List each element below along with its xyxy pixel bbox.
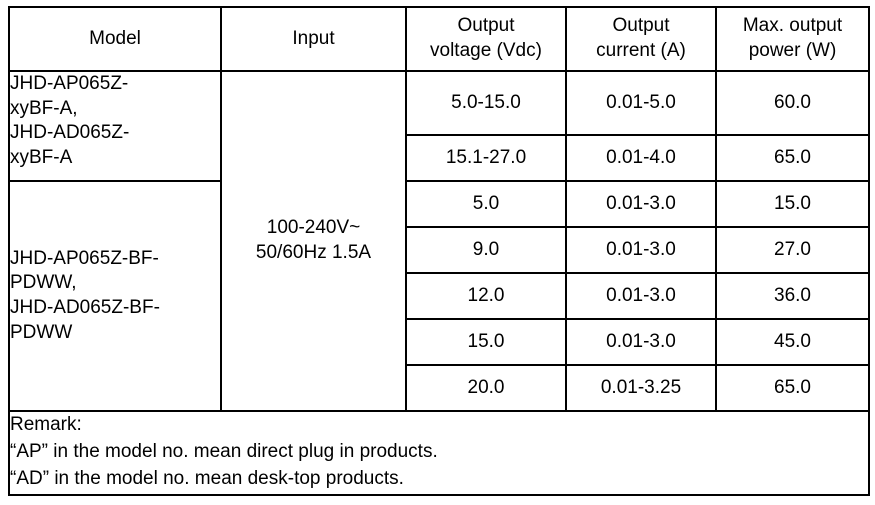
remark-row: Remark: “AP” in the model no. mean direc…	[8, 410, 870, 496]
output-voltage-cell: 15.0	[405, 318, 567, 366]
output-voltage-cell: 9.0	[405, 226, 567, 274]
remark-note-ad: “AD” in the model no. mean desk-top prod…	[10, 467, 404, 489]
output-current-cell: 0.01-3.0	[565, 272, 717, 320]
max-output-power-cell: 15.0	[715, 180, 870, 228]
max-output-power-cell: 60.0	[715, 70, 870, 136]
max-output-power-cell: 65.0	[715, 364, 870, 412]
table-row: 12.0 0.01-3.0 36.0	[9, 272, 870, 320]
model-group-2-line-2: PDWW,	[10, 272, 77, 294]
table-header: Model Input Output voltage (Vdc) Output …	[8, 6, 870, 72]
model-group-2-line-4: PDWW	[10, 321, 73, 343]
specification-table: Model Input Output voltage (Vdc) Output …	[8, 6, 870, 496]
output-current-cell: 0.01-3.25	[565, 364, 717, 412]
model-group-1-line-4: xyBF-A	[10, 147, 73, 169]
table-row: 9.0 0.01-3.0 27.0	[9, 226, 870, 274]
max-output-power-cell: 45.0	[715, 318, 870, 366]
column-header-output-voltage: Output voltage (Vdc)	[405, 6, 567, 72]
output-voltage-cell: 5.0-15.0	[405, 70, 567, 136]
table-row: JHD-AP065Z-BF- PDWW, JHD-AD065Z-BF- PDWW…	[8, 180, 870, 412]
output-current-cell: 0.01-3.0	[565, 318, 717, 366]
table-row: 20.0 0.01-3.25 65.0	[9, 364, 870, 412]
column-header-max-output-power-line-2: power (W)	[748, 40, 837, 61]
output-current-cell: 0.01-3.0	[565, 180, 717, 228]
max-output-power-cell: 36.0	[715, 272, 870, 320]
output-voltage-cell: 12.0	[405, 272, 567, 320]
model-group-1-line-1: JHD-AP065Z-	[10, 73, 129, 94]
column-header-output-current-line-1: Output	[612, 15, 670, 37]
input-rating-line-2: 50/60Hz 1.5A	[255, 242, 372, 263]
input-rating-cell: 100-240V~ 50/60Hz 1.5A	[220, 70, 407, 412]
model-group-cell-1: JHD-AP065Z- xyBF-A, JHD-AD065Z- xyBF-A	[8, 70, 222, 182]
model-group-cell-2: JHD-AP065Z-BF- PDWW, JHD-AD065Z-BF- PDWW	[8, 180, 222, 412]
output-current-cell: 0.01-5.0	[565, 70, 717, 136]
output-voltage-cell: 5.0	[405, 180, 567, 228]
output-voltage-cell: 20.0	[405, 364, 567, 412]
table-body: JHD-AP065Z- xyBF-A, JHD-AD065Z- xyBF-A 1…	[8, 70, 870, 496]
remark-note-ap: “AP” in the model no. mean direct plug i…	[10, 440, 438, 462]
max-output-power-cell: 65.0	[715, 134, 870, 182]
remark-title: Remark:	[10, 414, 82, 435]
model-group-2-line-3: JHD-AD065Z-BF-	[10, 297, 160, 318]
input-rating-line-1: 100-240V~	[266, 217, 361, 239]
column-header-max-output-power: Max. output power (W)	[715, 6, 870, 72]
column-header-input-line-1: Input	[292, 27, 335, 49]
table-row: JHD-AP065Z- xyBF-A, JHD-AD065Z- xyBF-A 1…	[8, 70, 870, 412]
column-header-output-voltage-line-1: Output	[457, 15, 515, 37]
model-group-1-line-2: xyBF-A,	[10, 97, 78, 119]
table-row: 15.1-27.0 0.01-4.0 65.0	[9, 134, 870, 182]
table-row: 15.0 0.01-3.0 45.0	[9, 318, 870, 366]
remark-cell: Remark: “AP” in the model no. mean direc…	[8, 410, 870, 496]
max-output-power-cell: 27.0	[715, 226, 870, 274]
model-group-2-line-1: JHD-AP065Z-BF-	[10, 247, 159, 269]
column-header-input: Input	[220, 6, 407, 72]
column-header-model-line-1: Model	[89, 27, 141, 49]
column-header-output-current-line-2: current (A)	[596, 40, 686, 61]
column-header-max-output-power-line-1: Max. output	[742, 15, 843, 37]
column-header-output-current: Output current (A)	[565, 6, 717, 72]
output-current-cell: 0.01-3.0	[565, 226, 717, 274]
output-current-cell: 0.01-4.0	[565, 134, 717, 182]
column-header-output-voltage-line-2: voltage (Vdc)	[430, 40, 542, 61]
column-header-model: Model	[8, 6, 222, 72]
model-group-1-line-3: JHD-AD065Z-	[10, 122, 130, 144]
header-row: Model Input Output voltage (Vdc) Output …	[8, 6, 870, 72]
output-voltage-cell: 15.1-27.0	[405, 134, 567, 182]
